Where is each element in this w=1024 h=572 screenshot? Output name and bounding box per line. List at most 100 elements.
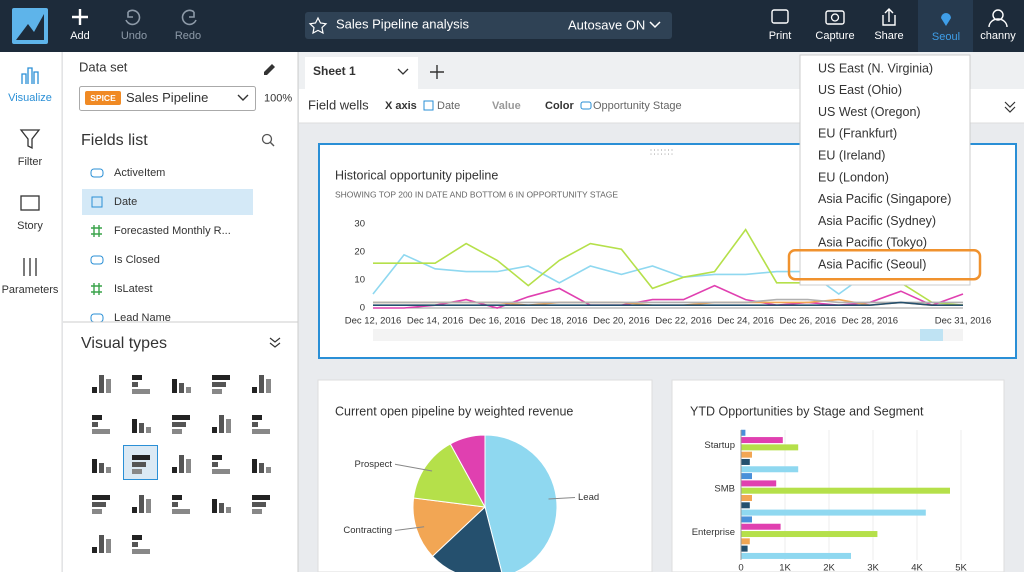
visual-type-icon[interactable] xyxy=(132,455,150,460)
user-icon[interactable] xyxy=(992,9,1004,21)
share-icon[interactable] xyxy=(882,8,896,26)
pie-slice[interactable] xyxy=(412,497,487,557)
visual-type-icon[interactable] xyxy=(92,387,97,393)
bar[interactable] xyxy=(741,487,950,494)
visual-type-icon[interactable] xyxy=(252,415,262,420)
visual-type-icon[interactable] xyxy=(212,462,218,467)
add-icon[interactable] xyxy=(72,9,88,25)
visual-type-icon[interactable] xyxy=(252,509,262,514)
visual-type-icon[interactable] xyxy=(172,379,177,393)
field-item[interactable]: ActiveItem xyxy=(114,167,165,179)
visual-type-icon[interactable] xyxy=(172,429,182,434)
visual-type-icon[interactable] xyxy=(252,495,270,500)
print-icon[interactable] xyxy=(771,9,789,24)
bar[interactable] xyxy=(741,451,752,458)
visual-type-icon[interactable] xyxy=(212,469,230,474)
region-item[interactable]: US East (N. Virginia) xyxy=(818,61,933,75)
visual-type-icon[interactable] xyxy=(132,382,138,387)
autosave[interactable]: Autosave ON xyxy=(568,17,645,32)
visual-type-icon[interactable] xyxy=(92,495,110,500)
bar[interactable] xyxy=(741,516,752,523)
visual-type-icon[interactable] xyxy=(106,467,111,473)
bar[interactable] xyxy=(741,523,781,530)
visual-type-icon[interactable] xyxy=(212,375,230,380)
analysis-title[interactable]: Sales Pipeline analysis xyxy=(336,16,469,31)
visual-type-icon[interactable] xyxy=(132,389,150,394)
user-button[interactable]: channy xyxy=(980,30,1016,42)
visual-type-icon[interactable] xyxy=(132,507,137,513)
region-item[interactable]: EU (London) xyxy=(818,170,889,184)
visual-type-icon[interactable] xyxy=(99,535,104,553)
visual-type-icon[interactable] xyxy=(212,455,222,460)
visual-type-icon[interactable] xyxy=(99,463,104,473)
region-item[interactable]: EU (Ireland) xyxy=(818,148,885,162)
visual-type-icon[interactable] xyxy=(212,499,217,513)
visual-type-icon[interactable] xyxy=(172,415,190,420)
visual-type-icon[interactable] xyxy=(146,427,151,433)
visual-type-icon[interactable] xyxy=(186,459,191,473)
visualize-icon[interactable] xyxy=(21,67,39,84)
nav-item[interactable]: Parameters xyxy=(2,284,59,296)
capture-button[interactable]: Capture xyxy=(815,30,854,42)
sheet-tab[interactable] xyxy=(305,57,418,89)
redo-icon[interactable] xyxy=(181,9,197,26)
well-field[interactable]: Date xyxy=(437,100,460,112)
region-selected[interactable] xyxy=(787,248,982,281)
field-item[interactable]: Forecasted Monthly R... xyxy=(114,225,231,237)
nav-item[interactable]: Visualize xyxy=(8,92,52,104)
visual-type-icon[interactable] xyxy=(132,462,146,467)
visual-type-icon[interactable] xyxy=(219,415,224,433)
field-item[interactable]: IsLatest xyxy=(114,283,153,295)
analysis-title-box[interactable] xyxy=(305,12,672,39)
print-button[interactable]: Print xyxy=(769,30,792,42)
visual-type-icon[interactable] xyxy=(132,419,137,433)
nav-item[interactable]: Filter xyxy=(18,156,43,168)
pie-slice[interactable] xyxy=(449,434,486,508)
region-button[interactable]: Seoul xyxy=(932,31,960,43)
visual-type-icon[interactable] xyxy=(252,387,257,393)
visual-type-icon[interactable] xyxy=(226,419,231,433)
redo-button[interactable]: Redo xyxy=(175,30,201,42)
expand-icon[interactable] xyxy=(1004,101,1016,113)
field-item[interactable]: Date xyxy=(114,196,137,208)
region-item[interactable]: Asia Pacific (Tokyo) xyxy=(818,236,927,250)
visual-type-icon[interactable] xyxy=(106,379,111,393)
visual-type-icon[interactable] xyxy=(172,422,186,427)
collapse-icon[interactable] xyxy=(269,337,281,348)
region-item[interactable]: Asia Pacific (Seoul) xyxy=(818,257,926,271)
region-item[interactable]: Asia Pacific (Sydney) xyxy=(818,214,936,228)
bar[interactable] xyxy=(741,495,752,501)
visual-type-icon[interactable] xyxy=(92,502,106,507)
region-icon[interactable] xyxy=(941,13,951,26)
visual-type-icon[interactable] xyxy=(106,539,111,553)
visual-type-icon[interactable] xyxy=(99,375,104,393)
field-wells-title[interactable]: Field wells xyxy=(308,97,369,112)
bar[interactable] xyxy=(741,545,748,552)
parameters-icon[interactable] xyxy=(23,258,37,276)
scrollbar[interactable] xyxy=(373,329,963,341)
visual-type-icon[interactable] xyxy=(92,415,102,420)
visual-type-icon[interactable] xyxy=(266,467,271,473)
bar[interactable] xyxy=(741,437,783,444)
chevron[interactable] xyxy=(397,68,409,75)
bar[interactable] xyxy=(741,509,926,516)
add-sheet[interactable] xyxy=(430,65,444,79)
capture-icon[interactable] xyxy=(825,10,845,25)
story-icon[interactable] xyxy=(20,195,40,211)
scrollbar-thumb[interactable] xyxy=(920,329,943,341)
visual-type-icon[interactable] xyxy=(92,459,97,473)
region-item[interactable]: EU (Frankfurt) xyxy=(818,127,897,141)
visual-type-icon[interactable] xyxy=(132,469,142,474)
visual-type-icon[interactable] xyxy=(92,422,98,427)
bar[interactable] xyxy=(741,502,750,509)
visual-type-icon[interactable] xyxy=(252,429,270,434)
pie-slice[interactable] xyxy=(484,434,558,572)
visual-type-icon[interactable] xyxy=(172,467,177,473)
pie-slice[interactable] xyxy=(431,506,503,572)
visual-type-icon[interactable] xyxy=(252,422,258,427)
visual-type-icon[interactable] xyxy=(92,429,110,434)
bar[interactable] xyxy=(741,458,750,465)
pie-slice[interactable] xyxy=(413,443,486,508)
visual-type-icon[interactable] xyxy=(172,509,190,514)
share-button[interactable]: Share xyxy=(874,30,903,42)
